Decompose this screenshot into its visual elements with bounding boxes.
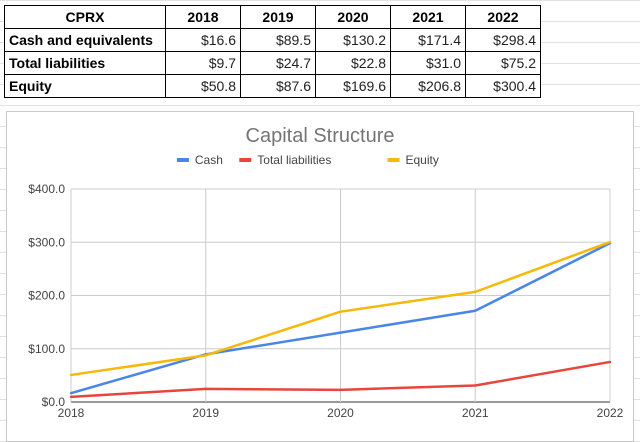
- data-point: [608, 360, 612, 364]
- column-header: 2021: [390, 5, 466, 29]
- legend-label: Cash: [195, 153, 223, 167]
- table-cell: $169.6: [315, 74, 391, 98]
- x-tick-label: 2021: [462, 406, 489, 420]
- table-cell: $22.8: [315, 51, 391, 75]
- column-header: 2022: [465, 5, 541, 29]
- table-cell: $87.6: [240, 74, 316, 98]
- x-tick-label: 2020: [327, 406, 354, 420]
- table-cell: $9.7: [165, 51, 241, 75]
- table-header-row: CPRX 2018 2019 2020 2021 2022: [4, 5, 541, 29]
- data-table: CPRX 2018 2019 2020 2021 2022 Cash and e…: [4, 5, 541, 98]
- legend-label: Total liabilities: [257, 153, 331, 167]
- data-point: [69, 373, 73, 377]
- data-point: [608, 240, 612, 244]
- y-tick-label: $300.0: [28, 235, 65, 249]
- x-tick-label: 2022: [597, 406, 624, 420]
- table-row: Equity $50.8 $87.6 $169.6 $206.8 $300.4: [4, 74, 541, 98]
- column-header: 2018: [165, 5, 241, 29]
- chart-grid: [70, 188, 611, 403]
- table-cell: $16.6: [165, 28, 241, 52]
- data-point: [69, 391, 73, 395]
- table-cell: $300.4: [465, 74, 541, 98]
- data-point: [69, 395, 73, 399]
- data-point: [339, 331, 342, 334]
- y-axis: $0.0 $100.0 $200.0 $300.0 $400.0: [28, 182, 65, 409]
- x-tick-label: 2019: [192, 406, 219, 420]
- legend-label: Equity: [406, 153, 439, 167]
- data-point: [474, 290, 477, 294]
- x-axis: 2018 2019 2020 2021 2022: [58, 406, 624, 420]
- data-point: [204, 354, 207, 357]
- y-tick-label: $0.0: [42, 395, 66, 409]
- table-cell: $206.8: [390, 74, 466, 98]
- table-cell: $89.5: [240, 28, 316, 52]
- data-point: [204, 387, 207, 391]
- legend-swatch: [176, 158, 189, 162]
- line-chart: Capital Structure Cash Total liabilities E…: [28, 125, 624, 420]
- legend-swatch: [387, 158, 400, 162]
- data-point: [474, 309, 477, 312]
- table-cell: $50.8: [165, 74, 241, 98]
- table-row: Cash and equivalents $16.6 $89.5 $130.2 …: [4, 28, 541, 52]
- table-cell: $298.4: [465, 28, 541, 52]
- table-cell: $31.0: [390, 51, 466, 75]
- table-row: Total liabilities $9.7 $24.7 $22.8 $31.0…: [4, 51, 541, 75]
- column-header: 2019: [240, 5, 316, 29]
- column-header: 2020: [315, 5, 391, 29]
- table-corner-label: CPRX: [4, 5, 166, 29]
- chart-title: Capital Structure: [246, 125, 395, 147]
- y-tick-label: $100.0: [28, 342, 65, 356]
- table-cell: $130.2: [315, 28, 391, 52]
- data-point: [339, 388, 342, 392]
- chart-series: [69, 240, 612, 399]
- row-label: Total liabilities: [4, 51, 166, 75]
- data-point: [474, 384, 477, 387]
- row-label: Equity: [4, 74, 166, 98]
- chart-legend: Cash Total liabilities Equity: [176, 153, 439, 167]
- y-tick-label: $400.0: [28, 182, 65, 196]
- table-cell: $24.7: [240, 51, 316, 75]
- x-tick-label: 2018: [58, 406, 85, 420]
- chart-panel[interactable]: Capital Structure Cash Total liabilities E…: [6, 111, 634, 442]
- y-tick-label: $200.0: [28, 289, 65, 303]
- data-point: [339, 310, 342, 313]
- legend-swatch: [239, 158, 252, 162]
- table-cell: $75.2: [465, 51, 541, 75]
- table-cell: $171.4: [390, 28, 466, 52]
- row-label: Cash and equivalents: [4, 28, 166, 52]
